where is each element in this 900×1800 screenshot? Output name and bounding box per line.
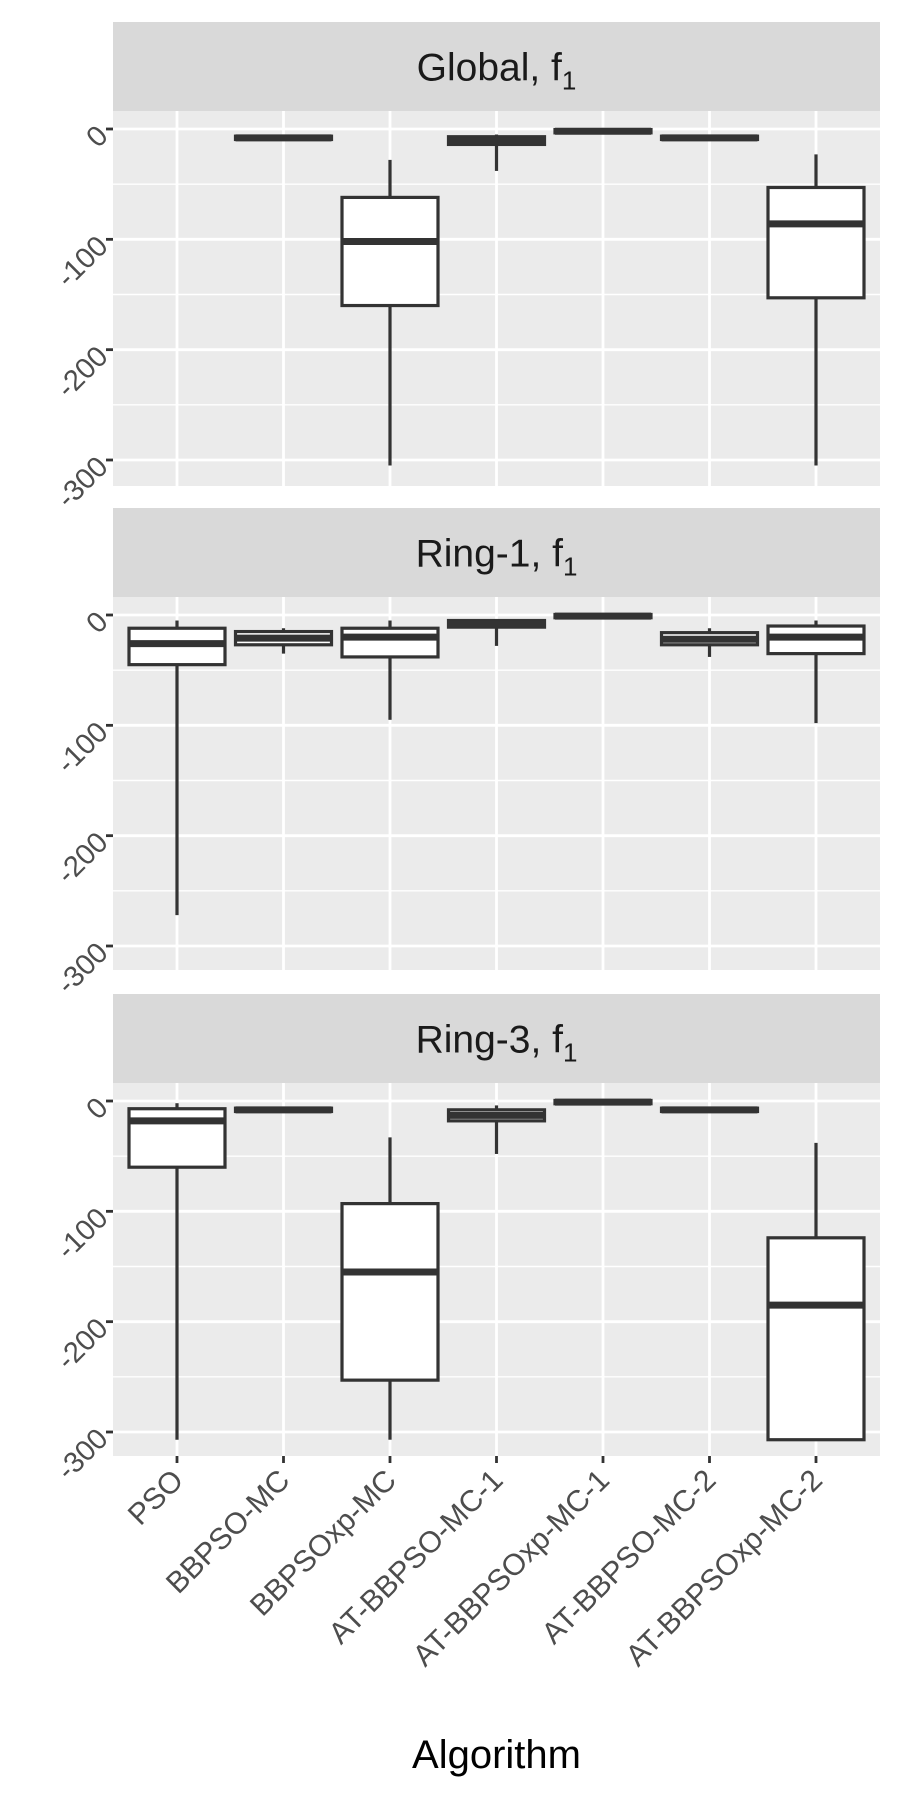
box-PSO <box>127 620 227 916</box>
facet-strip <box>113 994 880 1083</box>
box-PSO <box>127 1103 227 1440</box>
box-AT-BBPSOxp-MC-1 <box>553 612 653 620</box>
y-tick-label: -100 <box>51 1202 115 1266</box>
facet-strip <box>113 508 880 597</box>
facet-panel-3: Ring-3, f1 0 -100 -200 -300 <box>51 994 880 1486</box>
y-tick-label: -300 <box>51 1423 115 1487</box>
facet-title-main: Ring-3, f <box>416 1019 564 1062</box>
y-tick-label: 0 <box>80 120 114 154</box>
facet-panel-2: Ring-1, f1 0 -100 -200 -300 <box>51 508 880 1000</box>
y-tick-label: -300 <box>51 937 115 1001</box>
box-BBPSO-MC <box>233 628 334 654</box>
box-AT-BBPSOxp-MC-2 <box>766 154 866 466</box>
box-AT-BBPSO-MC-2 <box>659 628 760 657</box>
box-AT-BBPSO-MC-1 <box>446 618 547 646</box>
facet-title-subscript: 1 <box>562 66 576 96</box>
box-AT-BBPSO-MC-2 <box>659 134 760 142</box>
box-body <box>766 185 866 300</box>
x-tick-label: AT-BBPSOxp-MC-2 <box>620 1464 829 1673</box>
facet-title-main: Ring-1, f <box>416 533 564 576</box>
y-tick-label: -200 <box>51 826 115 890</box>
box-BBPSO-MC <box>233 134 334 142</box>
y-tick-label: 0 <box>80 606 114 640</box>
box-AT-BBPSOxp-MC-1 <box>553 1098 653 1106</box>
box-body <box>340 195 440 308</box>
facet-title: Global, f1 <box>417 47 577 96</box>
box-body <box>766 1236 866 1442</box>
facet-panel-1: Global, f1 0 -100 -200 -300 <box>51 22 880 514</box>
box-AT-BBPSO-MC-1 <box>446 134 547 171</box>
x-axis-title: Algorithm <box>412 1733 581 1777</box>
x-tick-label: PSO <box>122 1464 190 1532</box>
box-BBPSOxp-MC <box>340 159 440 466</box>
facet-title-main: Global, f <box>417 47 562 90</box>
y-tick-label: -200 <box>51 1312 115 1376</box>
y-tick-label: -200 <box>51 340 115 404</box>
y-tick-label: -100 <box>51 716 115 780</box>
facet-title-subscript: 1 <box>563 1038 577 1068</box>
box-BBPSOxp-MC <box>340 620 440 720</box>
box-body <box>340 1202 440 1382</box>
box-AT-BBPSOxp-MC-1 <box>553 127 653 135</box>
box-body <box>340 626 440 659</box>
facet-title-subscript: 1 <box>563 552 577 582</box>
box-BBPSO-MC <box>233 1106 334 1114</box>
box-AT-BBPSOxp-MC-2 <box>766 1142 866 1442</box>
box-AT-BBPSOxp-MC-2 <box>766 620 866 724</box>
facet-title: Ring-1, f1 <box>416 533 578 582</box>
facet-title: Ring-3, f1 <box>416 1019 578 1068</box>
x-tick-label: AT-BBPSOxp-MC-1 <box>407 1464 616 1673</box>
box-AT-BBPSO-MC-2 <box>659 1106 760 1114</box>
box-AT-BBPSO-MC-1 <box>446 1105 547 1154</box>
facet-strip <box>113 22 880 111</box>
box-BBPSOxp-MC <box>340 1137 440 1440</box>
y-tick-label: -100 <box>51 230 115 294</box>
y-tick-label: -300 <box>51 451 115 515</box>
y-tick-label: 0 <box>80 1092 114 1126</box>
